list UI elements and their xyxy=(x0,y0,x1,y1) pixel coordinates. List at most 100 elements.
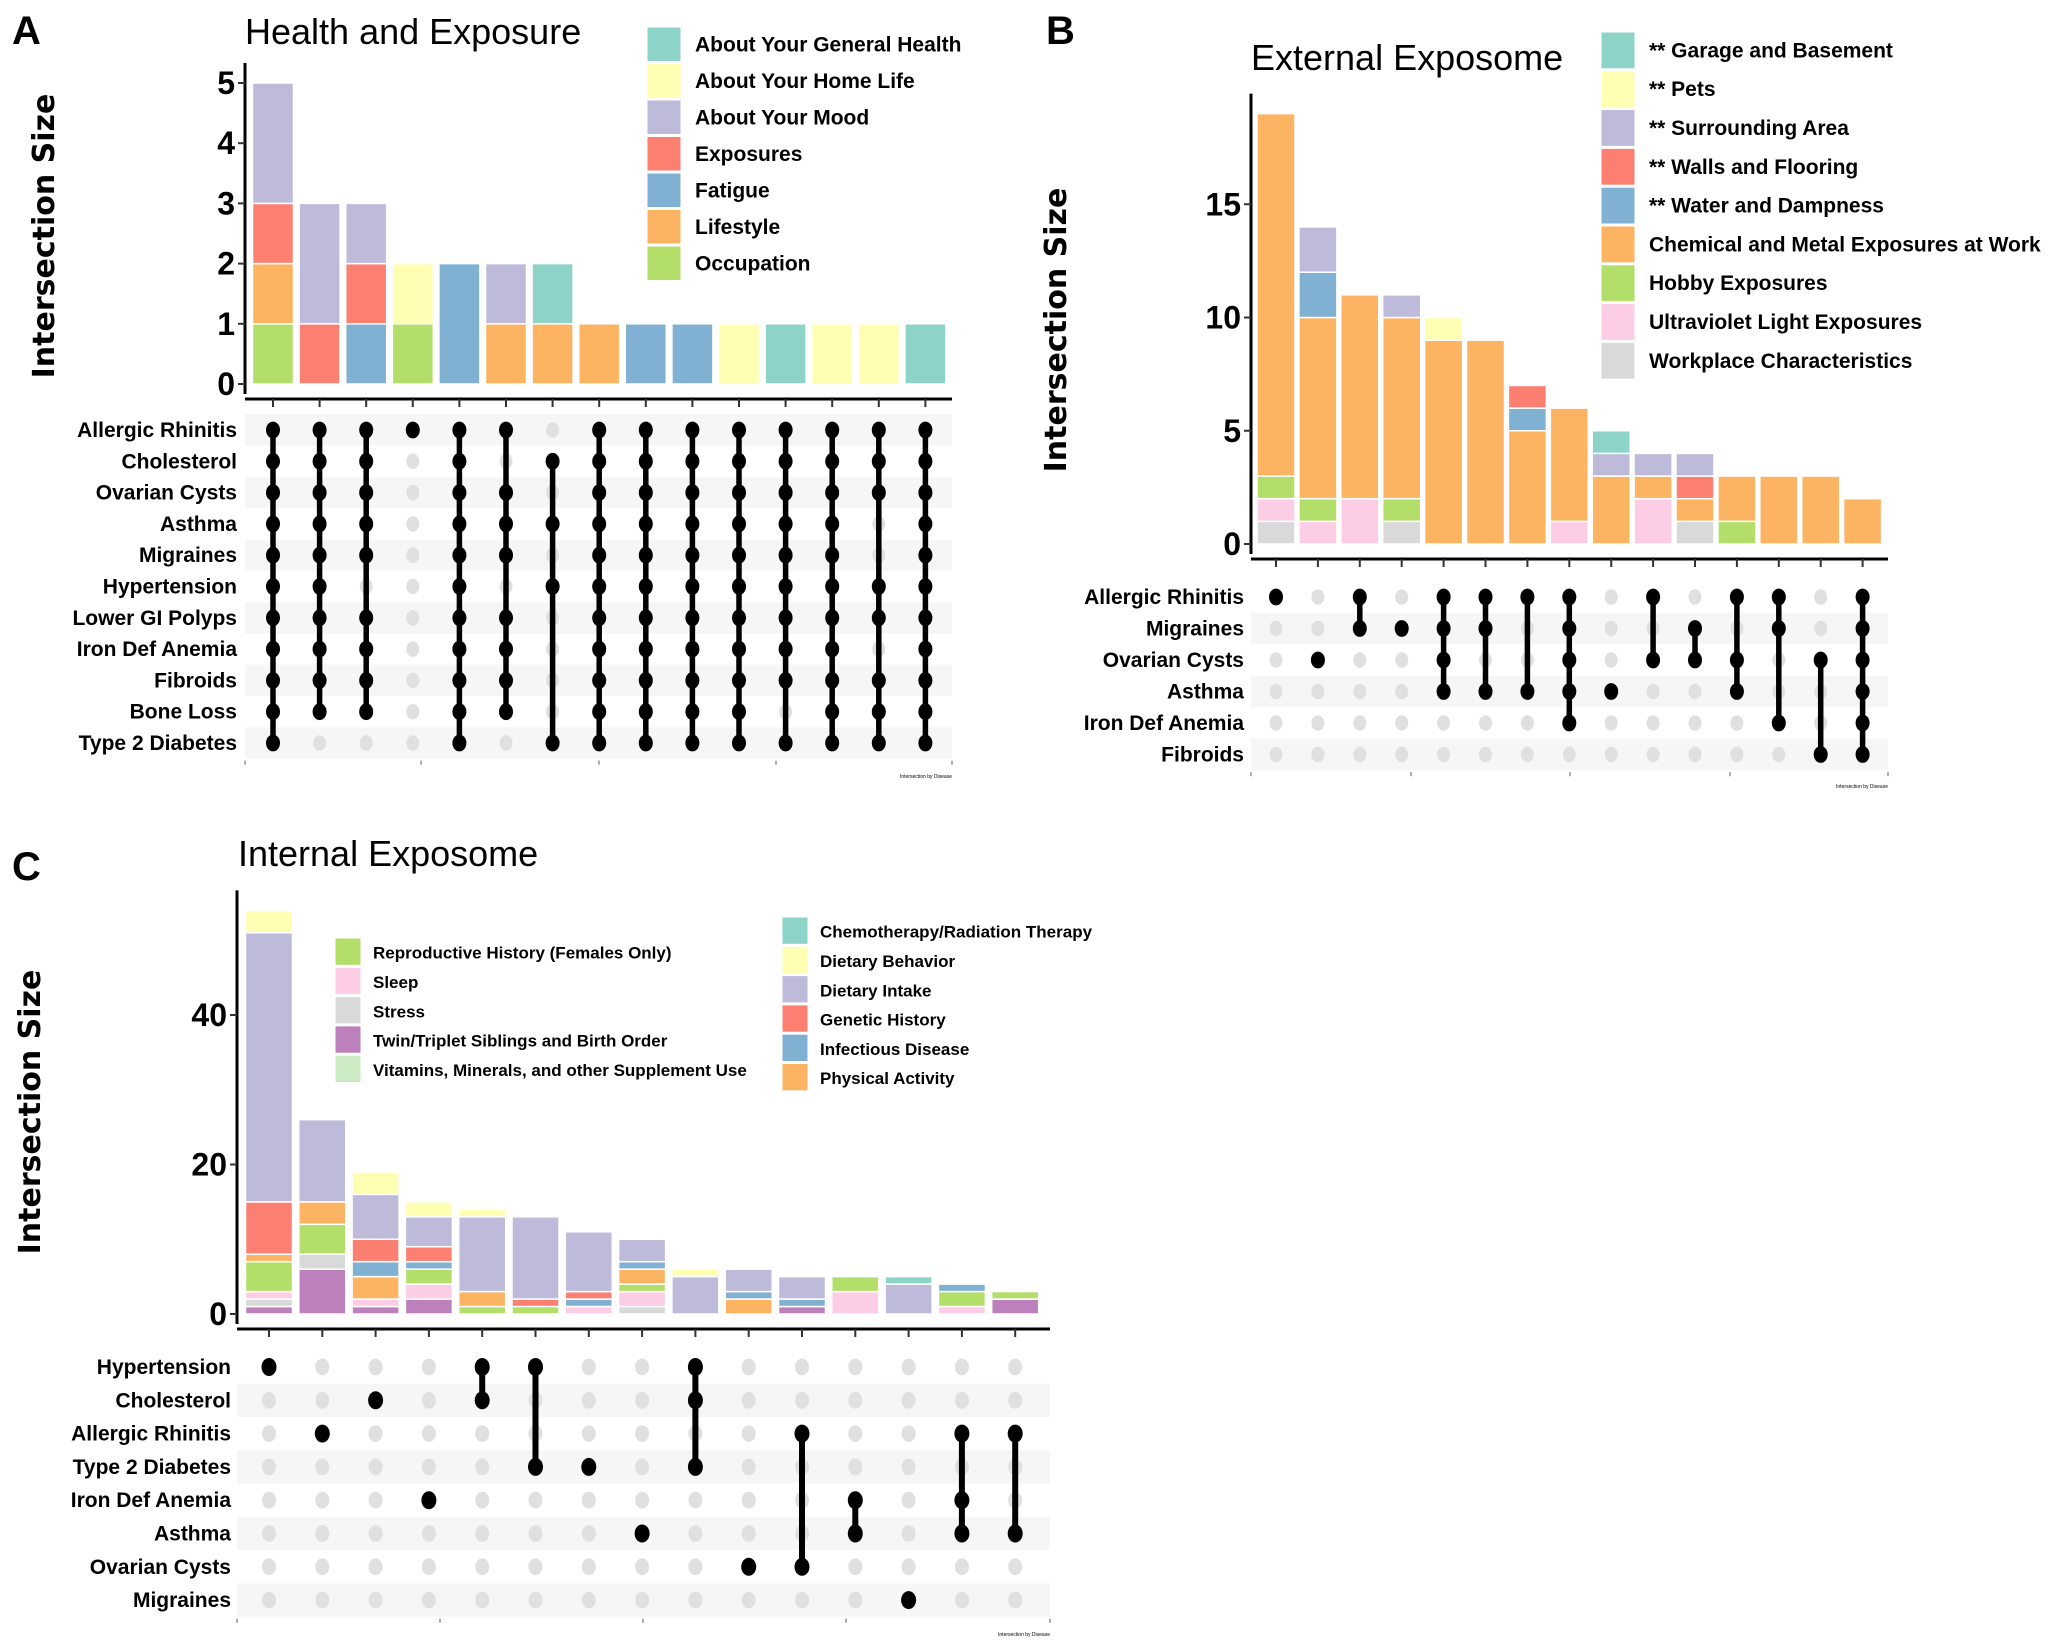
matrix-dot-filled xyxy=(732,578,746,595)
matrix-column xyxy=(825,421,840,752)
matrix-dot-empty xyxy=(406,547,420,563)
matrix-dot-filled xyxy=(778,640,793,658)
matrix-dot-filled xyxy=(871,484,886,501)
intersection-bar xyxy=(1842,497,1883,545)
intersection-bar xyxy=(391,262,435,385)
matrix-dot-filled xyxy=(312,452,327,470)
intersection-bar xyxy=(1675,452,1715,545)
matrix-dot-filled xyxy=(954,1524,970,1543)
matrix-dot-empty xyxy=(1772,746,1786,763)
bar-segment xyxy=(990,1290,1040,1300)
matrix-dot-filled xyxy=(732,609,746,627)
matrix-dot-filled xyxy=(452,609,467,627)
matrix-dot-empty xyxy=(741,1458,756,1476)
matrix-dot-empty xyxy=(848,1558,863,1576)
bar-segment xyxy=(251,202,295,265)
matrix-dot-filled xyxy=(1813,746,1828,763)
set-label: Allergic Rhinitis xyxy=(77,419,237,442)
matrix-dot-empty xyxy=(528,1525,543,1542)
matrix-dot-empty xyxy=(475,1425,490,1442)
matrix-dot-filled xyxy=(592,452,607,470)
matrix-dot-filled xyxy=(685,703,700,721)
intersection-bar xyxy=(937,1283,987,1315)
bar-segment xyxy=(344,262,388,325)
bar-segment xyxy=(344,202,388,265)
intersection-bar xyxy=(564,1231,614,1315)
matrix-dot-empty xyxy=(688,1591,703,1609)
matrix-dot-filled xyxy=(732,672,746,689)
set-label: Type 2 Diabetes xyxy=(79,732,237,755)
bar-segment xyxy=(404,1283,454,1300)
intersection-bar xyxy=(1591,430,1631,545)
matrix-dot-filled xyxy=(528,1457,543,1476)
matrix-dot-empty xyxy=(848,1391,863,1409)
matrix-dot-empty xyxy=(581,1491,596,1509)
bar-segment xyxy=(564,1298,614,1308)
matrix-dot-empty xyxy=(1688,715,1702,731)
bar-segment xyxy=(564,1305,614,1315)
matrix-dot-filled xyxy=(918,484,933,501)
set-label: Ovarian Cysts xyxy=(90,1556,231,1579)
bar-segment xyxy=(244,1298,294,1308)
matrix-dot-empty xyxy=(475,1591,490,1609)
matrix-dot-empty xyxy=(901,1491,916,1509)
matrix-dot-filled xyxy=(1688,651,1702,669)
matrix-dot-filled xyxy=(1436,620,1451,637)
matrix-dot-empty xyxy=(1269,652,1283,668)
legend-label: Exposures xyxy=(695,143,802,166)
matrix-dot-filled xyxy=(871,609,886,627)
matrix-dot-empty xyxy=(406,641,420,657)
legend-swatch xyxy=(781,1004,809,1033)
bar-segment xyxy=(617,1260,667,1270)
matrix-dot-empty xyxy=(1353,715,1367,731)
matrix-dot-empty xyxy=(1395,683,1409,700)
matrix-dot-filled xyxy=(368,1391,384,1410)
matrix-dot-filled xyxy=(1562,588,1577,606)
intersection-bar xyxy=(511,1216,560,1315)
bar-segment xyxy=(457,1290,507,1308)
bar-segment xyxy=(624,323,668,385)
matrix-dot-filled xyxy=(732,515,746,533)
bar-segment xyxy=(1800,475,1841,545)
matrix-column xyxy=(1855,588,1870,763)
set-label: Ovarian Cysts xyxy=(96,482,237,505)
matrix-dot-filled xyxy=(359,546,374,564)
matrix-dot-filled xyxy=(266,421,280,439)
matrix-dot-filled xyxy=(545,578,560,595)
matrix-dot-filled xyxy=(871,734,886,752)
matrix-dot-filled xyxy=(638,484,653,501)
y-tick-label: 2 xyxy=(217,246,235,282)
bar-segment xyxy=(244,1305,294,1315)
bar-segment xyxy=(251,82,295,205)
matrix-dot-filled xyxy=(918,452,933,470)
matrix-column xyxy=(261,1358,277,1609)
matrix-dot-filled xyxy=(1855,620,1870,637)
matrix-dot-filled xyxy=(901,1591,917,1610)
matrix-dot-empty xyxy=(1604,652,1618,668)
legend-swatch xyxy=(1600,31,1636,70)
legend-label: Ultraviolet Light Exposures xyxy=(1649,311,1922,334)
matrix-column xyxy=(954,1358,970,1609)
matrix-dot-empty xyxy=(635,1391,650,1409)
matrix-dot-filled xyxy=(1604,683,1619,700)
matrix-column xyxy=(1269,588,1283,763)
matrix-dot-empty xyxy=(315,1591,330,1609)
matrix-dot-empty xyxy=(635,1458,650,1476)
matrix-dot-empty xyxy=(1311,746,1325,763)
matrix-dot-filled xyxy=(452,484,467,501)
intersection-bar xyxy=(1800,475,1841,545)
matrix-dot-filled xyxy=(474,1358,490,1376)
bar-segment xyxy=(457,1305,507,1315)
matrix-dot-empty xyxy=(795,1391,809,1409)
matrix-dot-filled xyxy=(1729,588,1744,606)
matrix-dot-filled xyxy=(452,421,467,439)
legend-label: ** Surrounding Area xyxy=(1649,117,1849,140)
matrix-dot-empty xyxy=(1688,683,1702,700)
matrix-dot-filled xyxy=(638,734,653,752)
matrix-dot-empty xyxy=(954,1591,969,1609)
matrix-dot-empty xyxy=(848,1591,863,1609)
matrix-dot-filled xyxy=(405,421,420,439)
y-tick-label: 5 xyxy=(217,65,235,101)
matrix-dot-filled xyxy=(1771,588,1786,606)
matrix-dot-filled xyxy=(918,703,933,721)
